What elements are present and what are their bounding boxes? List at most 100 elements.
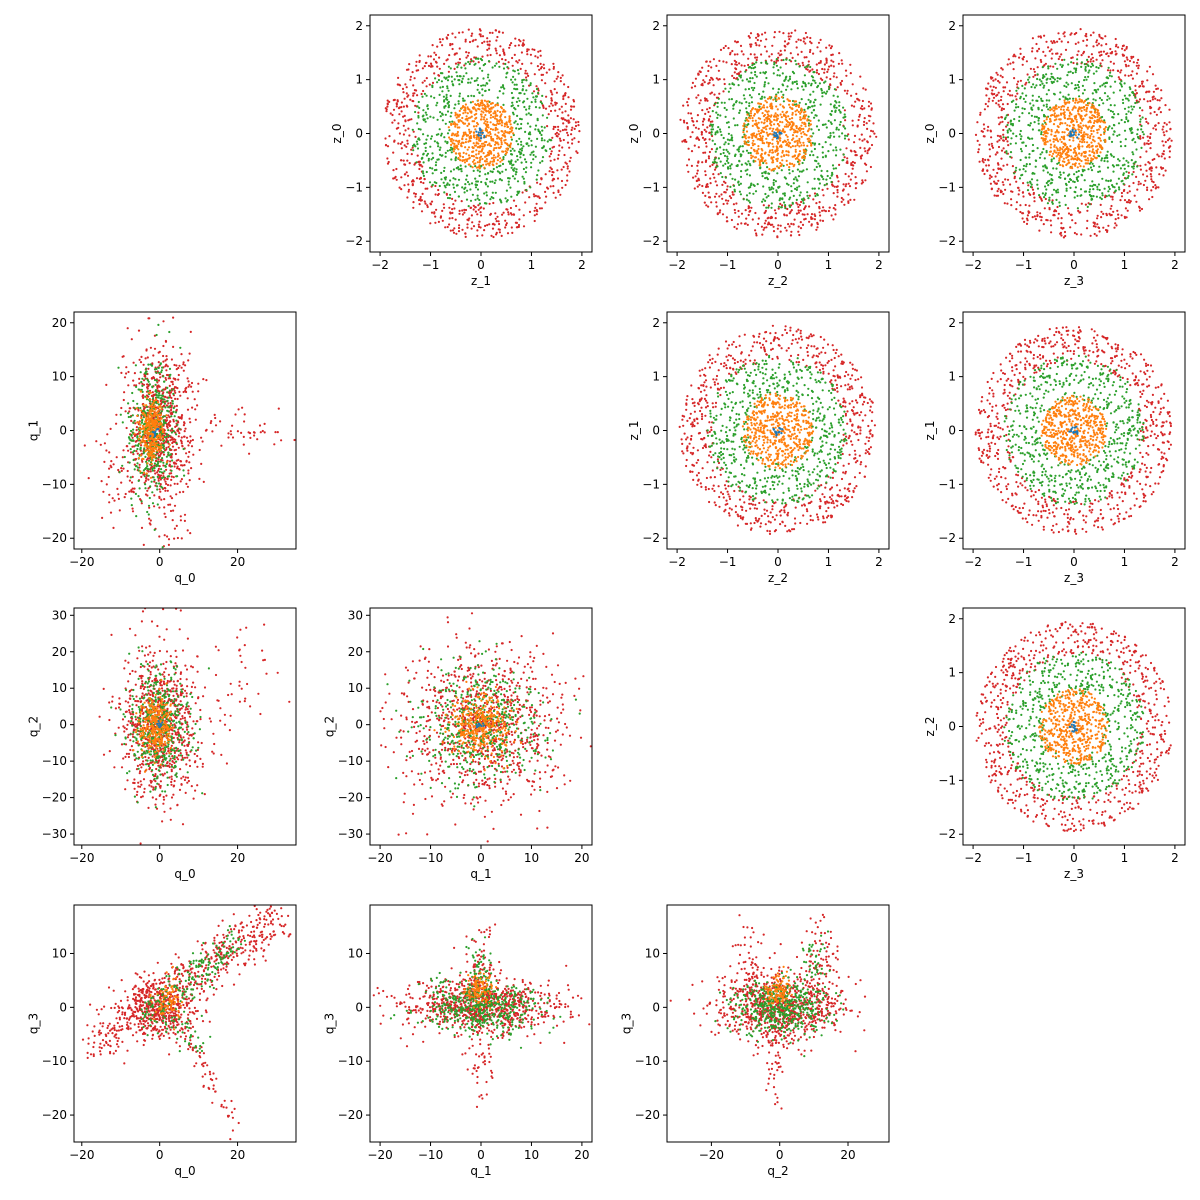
data-point <box>864 150 867 153</box>
data-point <box>406 159 409 162</box>
data-point <box>813 213 816 216</box>
data-point <box>1031 37 1034 40</box>
data-point <box>1154 124 1157 127</box>
data-point <box>777 69 780 72</box>
data-point <box>704 160 708 163</box>
data-point <box>1157 155 1160 158</box>
data-point <box>501 213 504 216</box>
data-point <box>549 185 552 188</box>
data-point <box>1037 47 1041 51</box>
data-point <box>566 167 569 170</box>
data-point <box>1066 74 1069 77</box>
data-point <box>870 107 873 110</box>
data-point <box>511 231 514 234</box>
data-point <box>1158 106 1161 109</box>
data-point <box>1063 194 1067 198</box>
y-axis-label: z_0 <box>627 124 641 144</box>
data-point <box>836 95 839 98</box>
data-point <box>530 151 533 154</box>
data-point <box>443 206 446 209</box>
data-point <box>725 216 729 219</box>
data-point <box>1000 116 1004 119</box>
data-point <box>399 84 402 87</box>
data-point <box>744 88 747 91</box>
data-point <box>791 121 794 124</box>
data-point <box>517 104 520 107</box>
data-point <box>989 182 993 185</box>
data-point <box>505 222 508 225</box>
data-point <box>415 89 418 92</box>
data-point <box>498 30 501 33</box>
data-point <box>472 95 476 98</box>
data-point <box>784 62 788 65</box>
data-point <box>843 203 846 206</box>
data-point <box>826 170 829 173</box>
data-point <box>495 52 498 55</box>
data-point <box>777 224 780 227</box>
data-point <box>794 176 797 179</box>
data-point <box>830 64 833 67</box>
data-point <box>556 169 559 172</box>
data-point <box>748 136 751 139</box>
data-point <box>472 135 475 138</box>
data-point <box>1148 136 1152 139</box>
data-point <box>776 165 779 168</box>
data-point <box>431 183 434 186</box>
data-point <box>1132 162 1135 165</box>
data-point <box>1124 144 1127 148</box>
data-point <box>708 106 711 110</box>
data-point <box>790 222 793 225</box>
data-point <box>1109 60 1112 63</box>
data-point <box>722 151 725 155</box>
data-point <box>724 87 727 90</box>
data-point <box>458 58 461 61</box>
data-point <box>800 132 803 135</box>
data-point <box>417 111 420 114</box>
data-point <box>835 76 838 79</box>
data-point <box>428 181 432 184</box>
data-point <box>443 191 446 194</box>
data-point <box>711 78 714 81</box>
data-point <box>796 139 799 142</box>
data-point <box>843 109 847 112</box>
data-point <box>1125 116 1128 119</box>
data-point <box>731 191 734 194</box>
data-point <box>1090 194 1093 198</box>
data-point <box>548 155 551 158</box>
data-point <box>487 131 490 134</box>
data-point <box>534 145 538 148</box>
data-point <box>1079 188 1083 191</box>
data-point <box>516 190 519 193</box>
data-point <box>1119 71 1122 74</box>
data-point <box>700 83 703 86</box>
data-point <box>490 157 494 160</box>
data-point <box>448 183 451 186</box>
data-point <box>772 145 775 148</box>
data-point <box>789 162 792 165</box>
data-point <box>803 157 806 160</box>
data-point <box>553 158 556 161</box>
data-point <box>418 203 421 206</box>
data-point <box>795 188 799 191</box>
data-point <box>696 114 700 117</box>
data-point <box>1086 60 1090 63</box>
data-point <box>1095 39 1099 42</box>
data-point <box>545 71 548 74</box>
data-point <box>1111 50 1114 54</box>
data-point <box>755 232 758 235</box>
data-point <box>1111 127 1114 130</box>
data-point <box>768 127 771 130</box>
data-point <box>462 141 465 144</box>
data-point <box>464 67 467 70</box>
data-point <box>817 162 820 165</box>
data-point <box>1031 128 1034 131</box>
data-point <box>1086 58 1089 62</box>
data-point <box>504 62 507 66</box>
data-point <box>1044 197 1047 201</box>
data-point <box>746 113 749 116</box>
data-point <box>425 170 428 174</box>
data-point <box>386 145 390 148</box>
data-point <box>1076 53 1079 57</box>
data-point <box>1112 133 1115 136</box>
data-point <box>466 180 470 184</box>
